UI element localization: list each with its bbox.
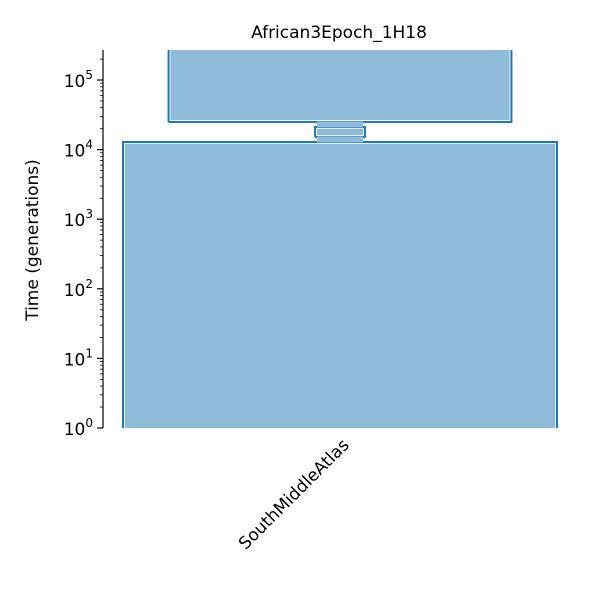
y-tick-label: 105	[64, 68, 93, 92]
y-tick-label: 104	[64, 138, 93, 162]
y-axis-label: Time (generations)	[23, 159, 43, 322]
chart-title: African3Epoch_1H18	[251, 23, 427, 43]
epoch-2	[167, 50, 513, 123]
epoch-0	[122, 140, 558, 428]
y-tick-label: 102	[64, 277, 93, 301]
epoch-fill	[316, 128, 364, 136]
y-tick-label: 101	[64, 346, 93, 370]
epoch-junction	[316, 136, 364, 143]
epoch-1	[314, 125, 366, 138]
x-axis: SouthMiddleAtlas	[235, 435, 354, 554]
epoch-edge	[167, 50, 513, 123]
population-shape	[122, 50, 558, 428]
y-axis: 100 101 102 103 104 105	[64, 50, 104, 440]
epoch-fill	[170, 50, 510, 121]
y-tick-label: 103	[64, 207, 93, 231]
y-tick-label: 100	[64, 416, 93, 440]
epoch-junction	[316, 121, 364, 128]
x-category-label: SouthMiddleAtlas	[235, 435, 354, 554]
epoch-fill	[124, 143, 556, 428]
